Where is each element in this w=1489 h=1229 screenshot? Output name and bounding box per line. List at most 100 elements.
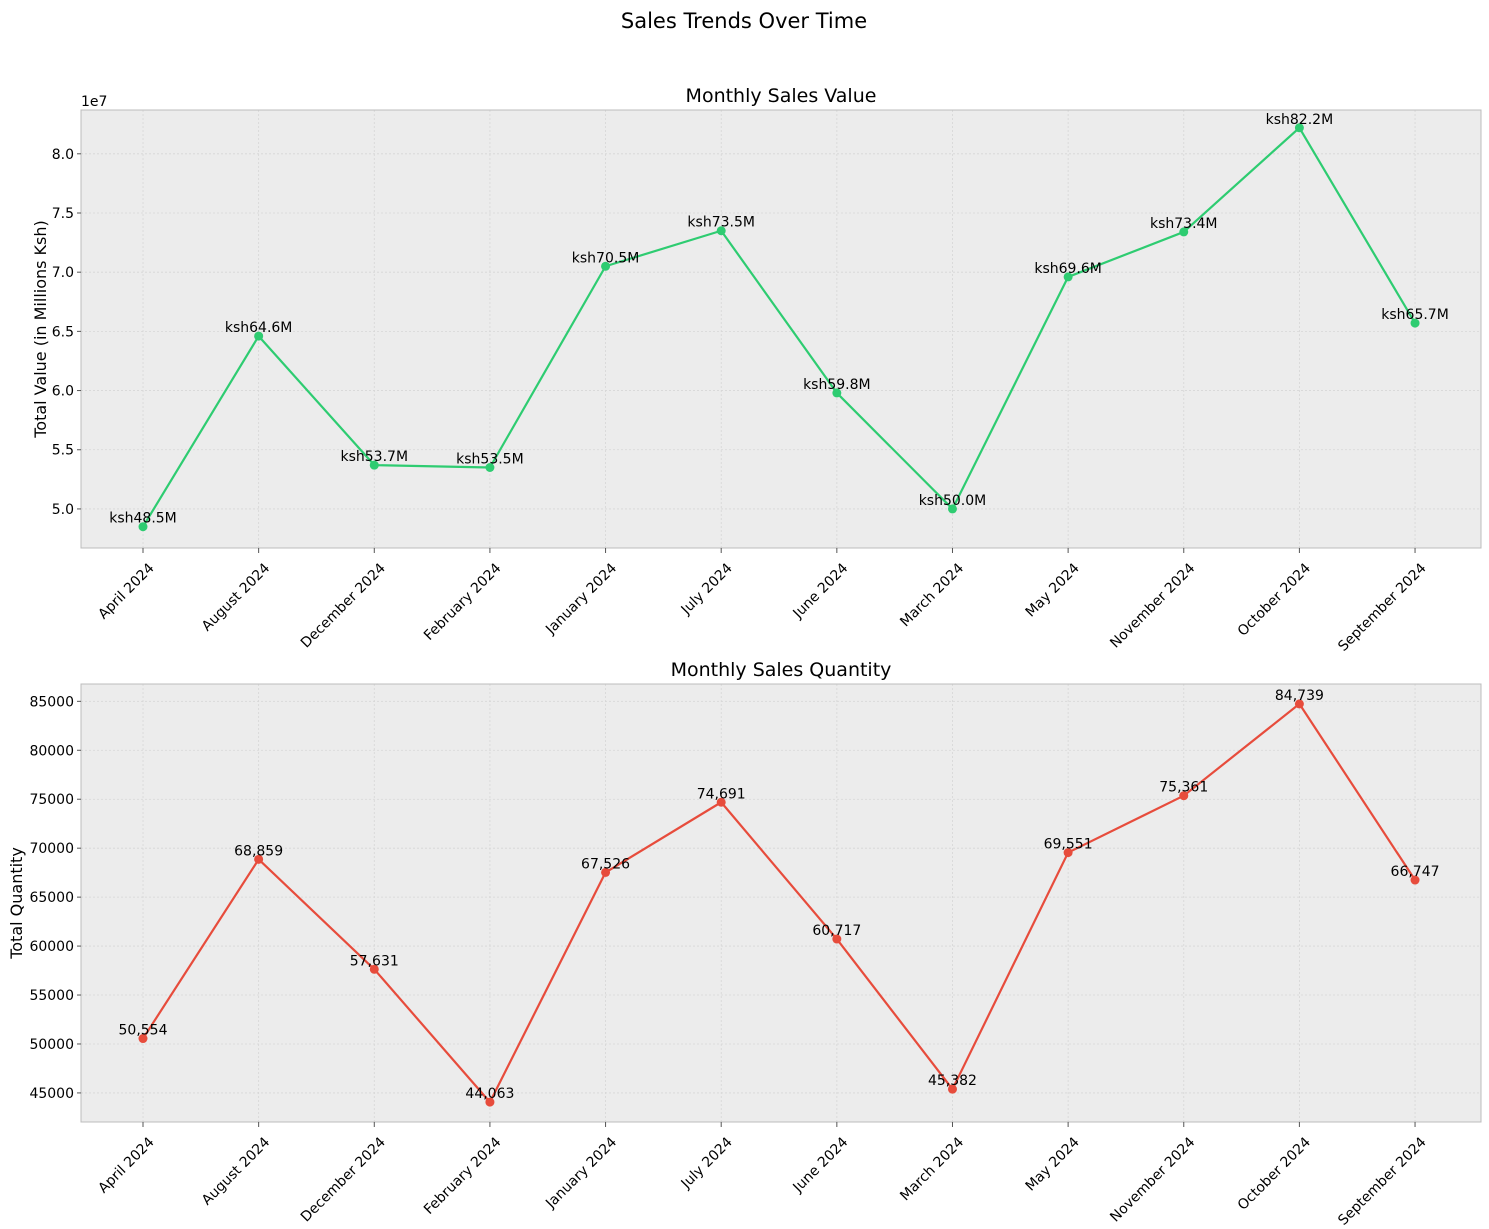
data-label: 66,747 [1391,864,1440,880]
figure-title: Sales Trends Over Time [621,9,867,33]
x-tick-label: May 2024 [1023,560,1083,620]
series-line [142,126,1416,528]
y-tick-label: 60000 [29,939,74,955]
y-tick-label: 45000 [29,1086,74,1102]
panel-title: Monthly Sales Quantity [671,659,892,681]
data-point [1294,123,1304,133]
data-point [369,460,379,470]
x-tick-label: October 2024 [1235,1134,1314,1213]
data-point [485,463,495,473]
x-tick-label: May 2024 [1023,1134,1083,1194]
data-point [1179,791,1189,801]
data-label: 45,382 [928,1073,977,1089]
x-tick-label: August 2024 [199,560,273,634]
x-tick-label: January 2024 [542,560,620,638]
data-point [601,261,611,271]
plot-frame [80,109,1482,549]
y-tick-label: 5.5 [52,443,74,459]
x-tick-label: October 2024 [1235,560,1314,639]
data-point [138,1034,148,1044]
chart-panel-1: 5.0 5.5 6.0 6.5 7.0 7.5 8.0 April 2024 August 20… [31,85,1482,655]
data-label: ksh64.6M [225,320,293,336]
data-point [601,867,611,877]
y-axis-label: Total Value (in Millions Ksh) [31,220,50,439]
data-point [1179,227,1189,237]
data-label: 84,739 [1275,688,1324,704]
x-tick-label: March 2024 [897,560,967,630]
y-tick-label: 8.0 [52,147,74,163]
x-tick-label: April 2024 [95,1134,157,1196]
y-tick-label: 75000 [29,792,74,808]
data-label: 44,063 [465,1086,514,1102]
data-point [716,226,726,236]
data-label: 74,691 [697,786,746,802]
x-tick-label: September 2024 [1335,1134,1429,1228]
x-tick-label: June 2024 [790,560,852,622]
x-tick-label: February 2024 [421,1134,505,1218]
data-point [832,934,842,944]
x-tick-label: August 2024 [199,1134,273,1208]
data-label: ksh53.7M [341,449,409,465]
data-label: ksh48.5M [109,511,177,527]
plot-frame [80,683,1482,1123]
data-point [832,388,842,398]
data-label: ksh73.5M [687,215,755,231]
plot-area [81,110,1481,548]
data-point [1410,318,1420,328]
x-tick-label: March 2024 [897,1134,967,1204]
y-tick-label: 5.0 [52,502,74,518]
data-label: 68,859 [234,843,283,859]
y-tick-label: 50000 [29,1037,74,1053]
x-tick-label: September 2024 [1335,560,1429,654]
data-label: 67,526 [581,856,630,872]
y-tick-label: 7.0 [52,265,74,281]
data-label: 69,551 [1044,837,1093,853]
x-tick-label: April 2024 [95,560,157,622]
data-label: ksh59.8M [803,377,871,393]
x-tick-label: July 2024 [678,1134,736,1192]
chart-panel-2: 45000 50000 55000 60000 65000 70000 75000 80000… [7,659,1482,1229]
data-label: ksh73.4M [1150,216,1218,232]
data-label: 60,717 [812,923,861,939]
data-label: ksh50.0M [919,493,987,509]
plot-area [81,684,1481,1122]
data-point [369,964,379,974]
data-label: ksh82.2M [1266,112,1334,128]
data-point [947,1084,957,1094]
y-tick-label: 6.5 [52,324,74,340]
data-label: ksh65.7M [1381,307,1449,323]
panel-title: Monthly Sales Value [686,85,877,107]
x-tick-label: January 2024 [542,1134,620,1212]
y-axis-label: Total Quantity [7,847,26,960]
data-label: 50,554 [119,1023,168,1039]
x-tick-label: July 2024 [678,560,736,618]
data-point [254,331,264,341]
y-offset-label: 1e7 [81,94,107,110]
y-tick-label: 80000 [29,743,74,759]
x-tick-label: June 2024 [790,1134,852,1196]
y-tick-label: 65000 [29,890,74,906]
y-tick-label: 70000 [29,841,74,857]
data-point [254,854,264,864]
data-point [1294,699,1304,709]
series-line [142,702,1416,1104]
x-tick-label: November 2024 [1107,1134,1198,1225]
data-point [1063,272,1073,282]
data-point [1063,848,1073,858]
y-tick-label: 6.0 [52,384,74,400]
x-tick-label: December 2024 [298,560,389,651]
y-tick-label: 7.5 [52,206,74,222]
y-tick-label: 55000 [29,988,74,1004]
data-point [138,522,148,532]
data-point [716,797,726,807]
data-label: 75,361 [1159,780,1208,796]
x-tick-label: December 2024 [298,1134,389,1225]
data-label: 57,631 [350,953,399,969]
data-point [485,1097,495,1107]
x-tick-label: February 2024 [421,560,505,644]
y-tick-label: 85000 [29,694,74,710]
data-label: ksh69.6M [1034,261,1102,277]
data-label: ksh53.5M [456,452,524,468]
x-tick-label: November 2024 [1107,560,1198,651]
